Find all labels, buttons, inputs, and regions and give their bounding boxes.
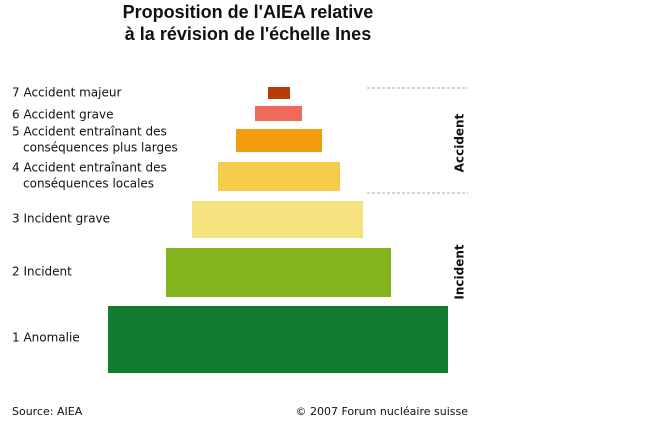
level-block <box>166 248 391 297</box>
level-block <box>268 87 290 99</box>
level-label: 6 Accident grave <box>12 108 114 122</box>
copyright: © 2007 Forum nucléaire suisse <box>295 405 468 418</box>
title-line: à la révision de l'échelle Ines <box>125 24 371 44</box>
level-label: 4 Accident entraînant des <box>12 161 167 175</box>
level-label: 3 Incident grave <box>12 212 110 226</box>
level-label: conséquences plus larges <box>23 141 178 155</box>
level-label: 1 Anomalie <box>12 331 80 345</box>
level-label: conséquences locales <box>23 177 154 191</box>
level-label: 5 Accident entraînant des <box>12 125 167 139</box>
level-block <box>255 106 302 121</box>
level-block <box>218 162 340 191</box>
group-label: Accident <box>453 113 467 172</box>
title-line: Proposition de l'AIEA relative <box>123 2 374 22</box>
level-label: 2 Incident <box>12 265 72 279</box>
source: Source: AIEA <box>12 405 83 418</box>
level-block <box>192 201 363 238</box>
level-label: 7 Accident majeur <box>12 86 121 100</box>
group-label: Incident <box>453 244 467 300</box>
level-block <box>236 129 322 152</box>
level-block <box>108 306 448 373</box>
